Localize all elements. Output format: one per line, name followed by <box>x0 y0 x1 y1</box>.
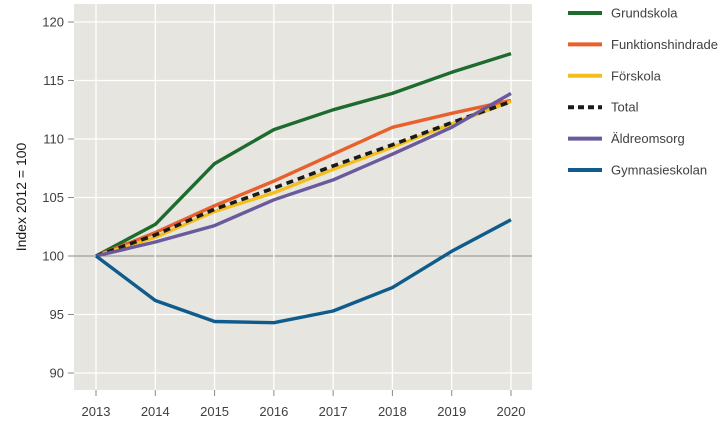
series-line-äldreomsorg <box>95 91 512 258</box>
legend-label: Förskola <box>611 68 662 83</box>
legend-label: Grundskola <box>611 6 678 21</box>
y-tick-label: 120 <box>42 15 64 30</box>
y-tick-label: 105 <box>42 190 64 205</box>
y-tick-label: 110 <box>43 132 64 147</box>
series-lines <box>94 51 512 325</box>
y-tick-label: 115 <box>43 73 64 88</box>
y-tick-label: 90 <box>50 366 64 381</box>
legend-label: Total <box>611 100 639 115</box>
x-tick-label: 2016 <box>259 404 288 419</box>
legend-label: Äldreomsorg <box>611 131 685 146</box>
legend-label: Funktionshindrade <box>611 37 718 52</box>
series-line-gymnasieskolan <box>94 218 512 325</box>
x-tick-label: 2013 <box>82 404 111 419</box>
y-tick-label: 95 <box>50 307 64 322</box>
x-tick-label: 2020 <box>497 404 526 419</box>
y-axis-ticks: 90 95 100 105 110 115 120 <box>42 15 74 381</box>
y-tick-label: 100 <box>42 249 64 264</box>
x-tick-label: 2017 <box>319 404 348 419</box>
x-tick-label: 2018 <box>378 404 407 419</box>
series-line-förskola <box>95 100 512 258</box>
x-axis-ticks: 2013 2014 2015 2016 2017 2018 2019 2020 <box>82 390 526 419</box>
grid-lines <box>74 4 532 390</box>
x-tick-label: 2019 <box>437 404 466 419</box>
legend-label: Gymnasieskolan <box>611 163 707 178</box>
series-line-total <box>95 99 512 258</box>
x-tick-label: 2015 <box>200 404 229 419</box>
series-line-grundskola <box>95 51 512 258</box>
x-tick-label: 2014 <box>141 404 170 419</box>
series-line-funktionshindrade <box>95 98 512 258</box>
y-axis-title: Index 2012 = 100 <box>13 142 29 251</box>
legend: Grundskola Funktionshindrade Förskola Total… <box>568 6 718 178</box>
